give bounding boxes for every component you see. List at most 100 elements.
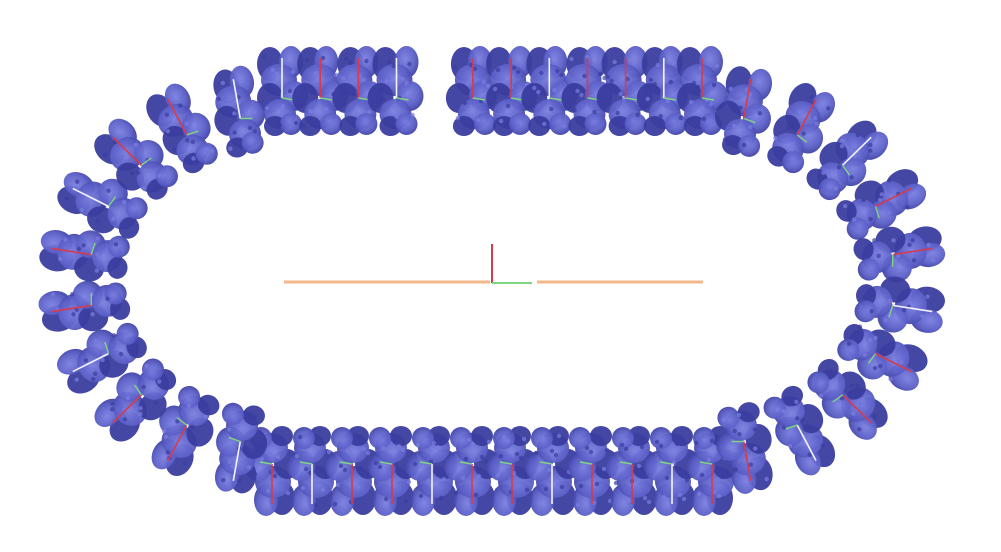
- surface-speckle: [661, 494, 667, 500]
- surface-speckle: [616, 461, 622, 467]
- surface-speckle: [628, 57, 633, 63]
- surface-speckle: [849, 383, 854, 388]
- surface-speckle: [95, 218, 100, 224]
- surface-speckle: [165, 450, 170, 455]
- subunit-lobe: [450, 427, 472, 449]
- surface-speckle: [128, 332, 133, 337]
- subunit-lobe: [590, 426, 612, 446]
- subunit-axis: [72, 187, 109, 208]
- surface-speckle: [460, 475, 466, 481]
- protein-subunit: [716, 402, 773, 494]
- surface-speckle: [851, 411, 856, 416]
- surface-speckle: [665, 98, 670, 104]
- subunit-axis: [51, 304, 92, 313]
- surface-speckle: [626, 497, 632, 503]
- subunit-lobe: [737, 402, 760, 423]
- subunit-axis-green: [743, 117, 756, 124]
- subunit-axis-green: [619, 461, 633, 465]
- surface-speckle: [324, 106, 329, 112]
- subunit-axis-green: [339, 461, 353, 465]
- protein-subunit: [367, 46, 424, 136]
- protein-subunit: [56, 322, 147, 394]
- subunit-lobe: [197, 394, 220, 416]
- surface-speckle: [601, 466, 607, 472]
- surface-speckle: [714, 63, 720, 69]
- surface-speckle: [588, 449, 594, 455]
- surface-speckle: [549, 448, 555, 454]
- protein-subunit: [836, 169, 927, 240]
- surface-speckle: [93, 338, 98, 344]
- surface-speckle: [111, 333, 116, 338]
- surface-speckle: [820, 443, 825, 448]
- surface-speckle: [655, 62, 660, 68]
- surface-speckle: [313, 502, 319, 508]
- protein-subunit: [325, 426, 381, 516]
- surface-speckle: [752, 446, 758, 451]
- surface-speckle: [124, 155, 129, 160]
- surface-speckle: [861, 197, 866, 203]
- subunit-lobe: [299, 116, 322, 136]
- surface-speckle: [209, 148, 215, 154]
- surface-speckle: [485, 83, 491, 89]
- surface-speckle: [674, 441, 680, 447]
- subunit-lobe: [693, 427, 715, 449]
- subunit-lobe: [846, 217, 869, 240]
- surface-speckle: [559, 72, 564, 78]
- surface-speckle: [671, 460, 677, 466]
- surface-speckle: [280, 103, 286, 109]
- surface-speckle: [887, 178, 892, 183]
- surface-speckle: [605, 74, 610, 80]
- surface-speckle: [380, 445, 386, 451]
- surface-speckle: [926, 242, 931, 248]
- subunit-axis-green: [659, 461, 673, 465]
- surface-speckle: [925, 294, 930, 299]
- surface-speckle: [691, 80, 697, 86]
- surface-speckle: [532, 85, 537, 91]
- surface-speckle: [220, 80, 226, 86]
- surface-speckle: [581, 464, 587, 470]
- surface-speckle: [272, 473, 278, 479]
- protein-subunit: [525, 426, 581, 516]
- surface-speckle: [775, 407, 780, 412]
- surface-speckle: [498, 453, 504, 459]
- subunit-lobe: [722, 135, 744, 156]
- surface-speckle: [552, 87, 557, 93]
- protein-subunits: [38, 46, 946, 516]
- surface-speckle: [95, 252, 100, 257]
- surface-speckle: [671, 60, 676, 66]
- surface-speckle: [645, 96, 650, 102]
- surface-speckle: [492, 86, 498, 92]
- surface-speckle: [259, 456, 265, 462]
- subunit-lobe: [569, 427, 591, 449]
- surface-speckle: [780, 408, 786, 414]
- surface-speckle: [688, 99, 694, 105]
- subunit-lobe: [528, 116, 551, 136]
- subunit-axis-green: [888, 305, 894, 318]
- surface-speckle: [501, 434, 507, 440]
- surface-speckle: [468, 62, 474, 68]
- subunit-axis-green: [549, 97, 562, 101]
- surface-speckle: [786, 125, 791, 131]
- surface-speckle: [182, 461, 187, 466]
- surface-speckle: [562, 123, 567, 129]
- subunit-axis: [875, 187, 912, 208]
- surface-speckle: [354, 92, 359, 98]
- subunit-lobe: [116, 162, 145, 191]
- surface-speckle: [709, 438, 715, 444]
- surface-speckle: [648, 77, 653, 83]
- surface-speckle: [609, 78, 614, 84]
- surface-speckle: [332, 501, 338, 507]
- surface-speckle: [842, 203, 848, 209]
- surface-speckle: [905, 205, 910, 210]
- subunit-axis: [796, 424, 817, 461]
- surface-speckle: [116, 214, 121, 220]
- surface-speckle: [403, 498, 409, 504]
- subunit-axis: [112, 136, 142, 166]
- surface-speckle: [846, 341, 852, 346]
- surface-speckle: [232, 111, 237, 116]
- surface-speckle: [190, 424, 195, 430]
- surface-speckle: [533, 450, 539, 456]
- surface-speckle: [161, 429, 167, 434]
- surface-speckle: [515, 69, 521, 75]
- surface-speckle: [373, 460, 379, 466]
